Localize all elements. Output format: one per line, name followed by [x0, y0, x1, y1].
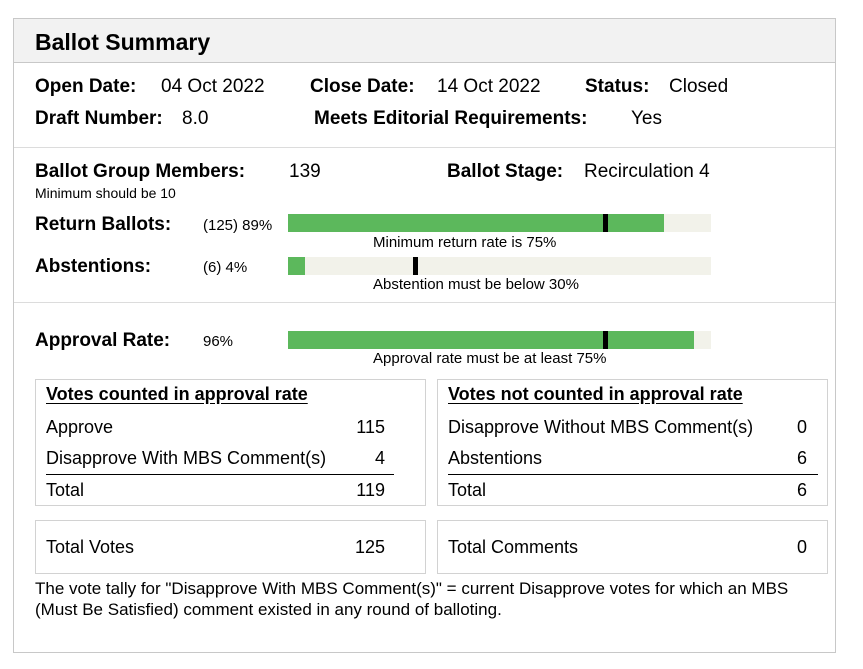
- abstentions-note: Abstention must be below 30%: [373, 276, 579, 293]
- ballot-summary-panel: Ballot Summary Open Date: 04 Oct 2022 Cl…: [13, 18, 836, 653]
- votes-not-counted-total-value: 6: [796, 480, 807, 500]
- votes-counted-row-value: 115: [356, 417, 385, 437]
- votes-counted-total-value: 119: [356, 480, 385, 500]
- ballot-stage-value: Recirculation 4: [584, 161, 710, 182]
- draft-number-value: 8.0: [182, 108, 209, 129]
- draft-number-label: Draft Number:: [35, 108, 163, 129]
- votes-counted-row-value: 4: [374, 448, 385, 468]
- abstentions-label: Abstentions:: [35, 256, 152, 277]
- approval-rate-fill: [288, 331, 695, 349]
- return-ballots-label: Return Ballots:: [35, 214, 172, 235]
- votes-not-counted-row-label: Disapprove Without MBS Comment(s): [448, 417, 754, 437]
- votes-not-counted-row-value: 0: [796, 417, 807, 437]
- abstentions-value: (6) 4%: [203, 259, 248, 276]
- votes-counted-box: Votes counted in approval rate Approve 1…: [35, 379, 426, 506]
- status-value: Closed: [669, 76, 729, 97]
- votes-not-counted-title: Votes not counted in approval rate: [448, 384, 743, 404]
- total-comments-value: 0: [796, 537, 807, 557]
- votes-counted-row-label: Disapprove With MBS Comment(s): [46, 448, 327, 468]
- open-date-label: Open Date:: [35, 76, 137, 97]
- members-value: 139: [289, 161, 321, 182]
- total-comments-box: Total Comments 0: [437, 520, 828, 574]
- votes-counted-total-label: Total: [46, 480, 85, 500]
- footnote: The vote tally for "Disapprove With MBS …: [35, 579, 789, 619]
- votes-counted-row-label: Approve: [46, 417, 114, 437]
- votes-counted-title: Votes counted in approval rate: [46, 384, 308, 404]
- ballot-stage-label: Ballot Stage:: [447, 161, 564, 182]
- page-title: Ballot Summary: [35, 29, 211, 55]
- approval-rate-value: 96%: [203, 333, 234, 350]
- approval-rate-note: Approval rate must be at least 75%: [373, 350, 607, 367]
- return-ballots-fill: [288, 214, 665, 232]
- close-date-value: 14 Oct 2022: [437, 76, 541, 97]
- approval-rate-bar: [288, 331, 711, 349]
- total-votes-label: Total Votes: [46, 537, 135, 557]
- members-note: Minimum should be 10: [35, 185, 176, 201]
- section-divider: [14, 147, 835, 148]
- panel-header: Ballot Summary: [14, 19, 835, 63]
- abstentions-bar: [288, 257, 711, 275]
- return-ballots-value: (125) 89%: [203, 217, 273, 234]
- approval-rate-label: Approval Rate:: [35, 330, 171, 351]
- return-ballots-note: Minimum return rate is 75%: [373, 234, 557, 251]
- votes-not-counted-box: Votes not counted in approval rate Disap…: [437, 379, 828, 506]
- editorial-value: Yes: [631, 108, 662, 129]
- total-votes-box: Total Votes 125: [35, 520, 426, 574]
- editorial-label: Meets Editorial Requirements:: [314, 108, 588, 129]
- members-label: Ballot Group Members:: [35, 161, 246, 182]
- status-label: Status:: [585, 76, 650, 97]
- open-date-value: 04 Oct 2022: [161, 76, 265, 97]
- total-rule: [46, 474, 394, 475]
- total-rule: [448, 474, 818, 475]
- total-votes-value: 125: [354, 537, 385, 557]
- total-comments-label: Total Comments: [448, 537, 579, 557]
- abstentions-threshold-marker: [412, 257, 418, 275]
- section-divider: [14, 302, 835, 303]
- close-date-label: Close Date:: [310, 76, 415, 97]
- return-ballots-bar: [288, 214, 711, 232]
- votes-not-counted-row-value: 6: [796, 448, 807, 468]
- votes-not-counted-row-label: Abstentions: [448, 448, 543, 468]
- votes-not-counted-total-label: Total: [448, 480, 487, 500]
- approval-rate-threshold-marker: [603, 331, 609, 349]
- abstentions-fill: [288, 257, 305, 275]
- return-ballots-threshold-marker: [603, 214, 609, 232]
